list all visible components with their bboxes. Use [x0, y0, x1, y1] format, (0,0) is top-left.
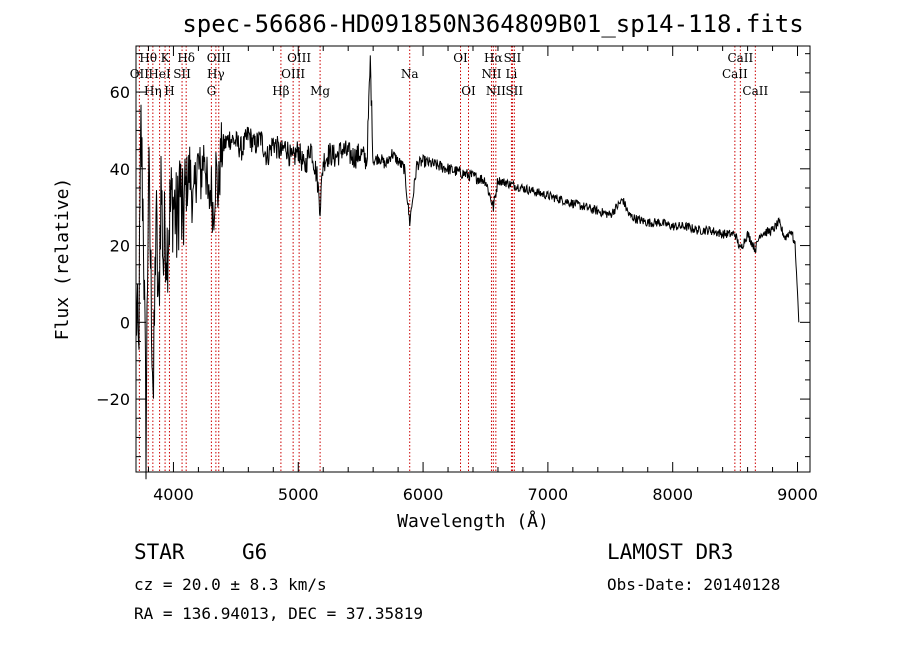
line-label-h-gamma: Hγ [207, 67, 225, 81]
line-label-n-ii-6548: NII [481, 67, 501, 81]
line-label-o-iii-5007: OIII [287, 51, 311, 65]
observation-date: Obs-Date: 20140128 [607, 575, 781, 594]
line-label-ca-ii-8662: CaII [742, 84, 768, 98]
y-tick-label: 60 [110, 83, 130, 102]
line-label-o-i-6300: OI [453, 51, 468, 65]
line-label-s-ii-6731: SII [505, 84, 523, 98]
line-label-h-alpha: Hα [484, 51, 503, 65]
line-label-li: Li [506, 67, 518, 81]
line-label-h-delta: Hδ [177, 51, 195, 65]
spectral-line-labels: OII Hθ Hη HeI K H SII Hδ G Hγ OIII Hβ OIII OIII Mg Na OI… [130, 51, 769, 98]
spectrum-line [135, 55, 800, 480]
line-label-s-ii-6716: SII [504, 51, 522, 65]
y-tick-label: −20 [96, 390, 130, 409]
line-label-he-i: HeI [148, 67, 171, 81]
line-label-na: Na [401, 67, 419, 81]
object-subclass: G6 [242, 540, 268, 564]
redshift-value: cz = 20.0 ± 8.3 km/s [134, 575, 327, 594]
line-label-h-theta: Hθ [139, 51, 157, 65]
line-label-h-eta: Hη [144, 84, 162, 98]
y-axis-label: Flux (relative) [52, 178, 73, 341]
x-axis-label: Wavelength (Å) [397, 510, 549, 532]
x-tick-label: 7000 [528, 485, 569, 504]
line-label-o-iii-4959: OIII [281, 67, 305, 81]
object-class: STAR [134, 540, 185, 564]
line-label-g: G [207, 84, 217, 98]
line-label-s-ii: SII [173, 67, 191, 81]
line-label-mg: Mg [310, 84, 330, 98]
x-tick-label: 4000 [153, 485, 194, 504]
line-label-h-beta: Hβ [272, 84, 289, 98]
line-label-k: K [161, 51, 171, 65]
y-tick-label: 40 [110, 160, 130, 179]
x-tick-label: 5000 [278, 485, 319, 504]
line-label-o-ii: OII [130, 67, 150, 81]
y-tick-label: 20 [110, 237, 130, 256]
coordinates: RA = 136.94013, DEC = 37.35819 [134, 604, 423, 623]
x-tick-label: 8000 [652, 485, 693, 504]
line-label-ca-ii-8498: CaII [722, 67, 748, 81]
x-tick-label: 6000 [403, 485, 444, 504]
y-axis-ticks: −20 0 20 40 60 [96, 53, 810, 458]
x-axis-ticks: 4000 5000 6000 7000 8000 9000 [147, 46, 818, 504]
line-label-ca-ii-8542: CaII [727, 51, 753, 65]
line-label-o-iii-4363: OIII [207, 51, 231, 65]
y-tick-label: 0 [120, 313, 130, 332]
plot-frame [135, 45, 811, 473]
spectral-line-markers [138, 46, 756, 472]
line-label-n-ii-6583: NII [486, 84, 506, 98]
chart-title: spec-56686-HD091850N364809B01_sp14-118.f… [182, 10, 803, 38]
survey-name: LAMOST DR3 [607, 540, 734, 564]
line-label-o-i-6364: OI [461, 84, 476, 98]
line-label-h: H [164, 84, 174, 98]
x-tick-label: 9000 [777, 485, 818, 504]
